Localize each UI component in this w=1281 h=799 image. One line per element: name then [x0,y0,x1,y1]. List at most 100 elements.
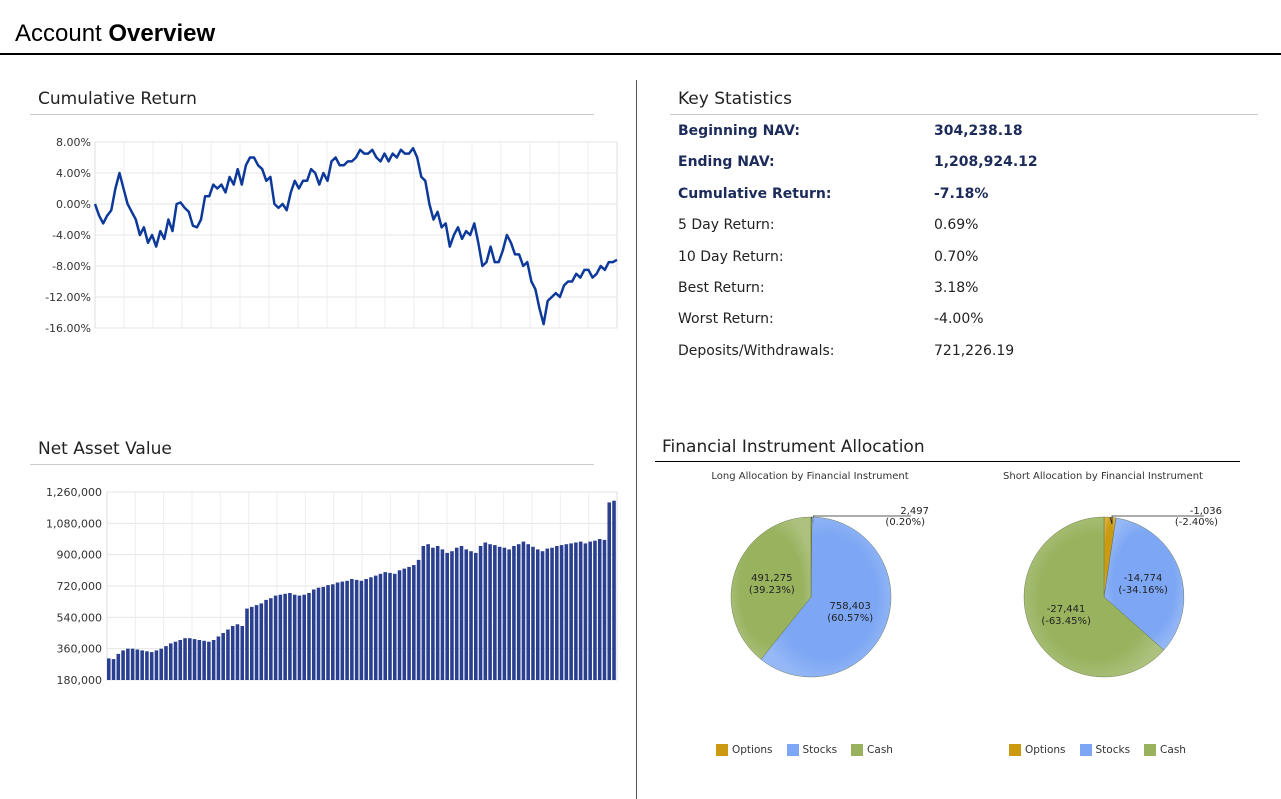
pie-slice-cash [1023,516,1165,678]
pie-pct-label: (0.20%) [885,517,925,528]
nav-heading: Net Asset Value [38,439,172,459]
page-title: Account Overview [15,20,215,48]
nav-bar [416,559,421,680]
nav-bar [488,544,492,680]
legend-swatch [1144,744,1157,756]
long-allocation-title: Long Allocation by Financial Instrument [711,471,909,482]
short-allocation-pie: -1,036(-2.40%) -14,774(-34.16%) -27,441(-6… [1023,506,1222,678]
stat-value: -7.18% [934,185,989,202]
nav-bar [345,580,349,680]
nav-bar [564,544,569,680]
nav-bar [259,603,264,680]
stat-label: Best Return: [678,280,765,296]
nav-bar [373,575,378,680]
pie-value-label: -14,774 [1124,573,1163,584]
nav-bar [192,639,197,680]
title-divider [0,53,1281,55]
legend-swatch [851,744,864,756]
stat-label: Cumulative Return: [678,185,832,202]
pie-slice-stocks [760,516,892,678]
y-tick-label: 1,260,000 [46,486,102,499]
legend-item-options: Options [1009,744,1066,756]
nav-bar [445,552,449,680]
nav-bar [412,565,416,680]
stat-value: -4.00% [934,311,984,328]
nav-bar [426,544,430,680]
nav-bar [540,551,545,680]
nav-bar [597,539,602,680]
key-statistics-rule [670,114,1258,115]
short-allocation-legend: Options Stocks Cash [1009,744,1196,756]
nav-bar [126,648,130,680]
legend-item-options: Options [716,744,773,756]
legend-label: Stocks [1095,744,1131,756]
nav-bar [321,586,326,680]
nav-bar [269,598,273,680]
nav-bar [483,542,488,680]
nav-bar [240,626,245,680]
nav-bar [254,605,259,680]
nav-bar [526,544,531,680]
nav-bar [326,585,330,680]
nav-bar [421,546,426,680]
legend-swatch [1079,744,1092,756]
allocation-heading: Financial Instrument Allocation [662,437,925,457]
stat-value: 721,226.19 [934,342,1015,359]
nav-bar [588,541,592,680]
nav-bar [550,547,554,680]
nav-bar [383,572,388,680]
nav-bar [221,633,225,680]
nav-bar [359,580,364,680]
nav-bar [168,643,173,680]
nav-bar [159,648,163,680]
nav-chart: 1,260,000 1,080,000 900,000 720,000 540,000 3… [46,486,618,687]
nav-bar [245,608,249,680]
nav-bar [364,579,368,680]
nav-bar [154,650,159,680]
nav-bar [578,541,583,680]
nav-bar [583,543,588,680]
page-title-plain: Account [15,20,102,47]
nav-bar [297,595,302,680]
nav-bar [454,547,459,680]
y-tick-label: 540,000 [57,611,103,624]
stat-label: 5 Day Return: [678,217,775,234]
stat-label: Worst Return: [678,311,774,328]
stat-label: Beginning NAV: [678,123,800,139]
nav-bar [340,581,345,680]
nav-bar [283,593,287,680]
pie-value-label: -27,441 [1047,604,1086,615]
y-tick-label: 720,000 [57,580,103,593]
nav-bar [555,546,559,680]
y-tick-label: -16.00% [45,322,91,335]
pie-pct-label: (39.23%) [749,585,795,596]
nav-bar [431,547,435,680]
legend-item-stocks: Stocks [1079,744,1131,756]
nav-bar [392,573,397,680]
pie-value-label: -1,036 [1190,506,1222,517]
key-statistics-heading: Key Statistics [678,89,792,109]
nav-bar [397,570,402,680]
page-title-bold: Overview [108,20,216,47]
nav-bar [273,595,278,680]
nav-bar [173,641,178,680]
y-tick-label: 1,080,000 [46,517,102,530]
nav-bar [230,626,235,680]
legend-label: Options [1025,744,1066,756]
y-tick-label: 180,000 [57,674,103,687]
stat-value: 0.69% [934,217,979,234]
nav-bar [440,549,445,680]
nav-bar [249,606,254,680]
nav-bar [369,577,373,680]
nav-bar [378,573,383,680]
nav-bar [111,659,116,680]
y-tick-label: 8.00% [56,136,91,149]
nav-bar [183,638,187,680]
legend-label: Cash [867,744,893,756]
nav-bar [450,551,454,680]
nav-bar [388,572,392,680]
nav-bar [569,543,573,680]
nav-bar [197,640,202,680]
nav-bar [512,546,516,680]
nav-bar [311,589,316,680]
